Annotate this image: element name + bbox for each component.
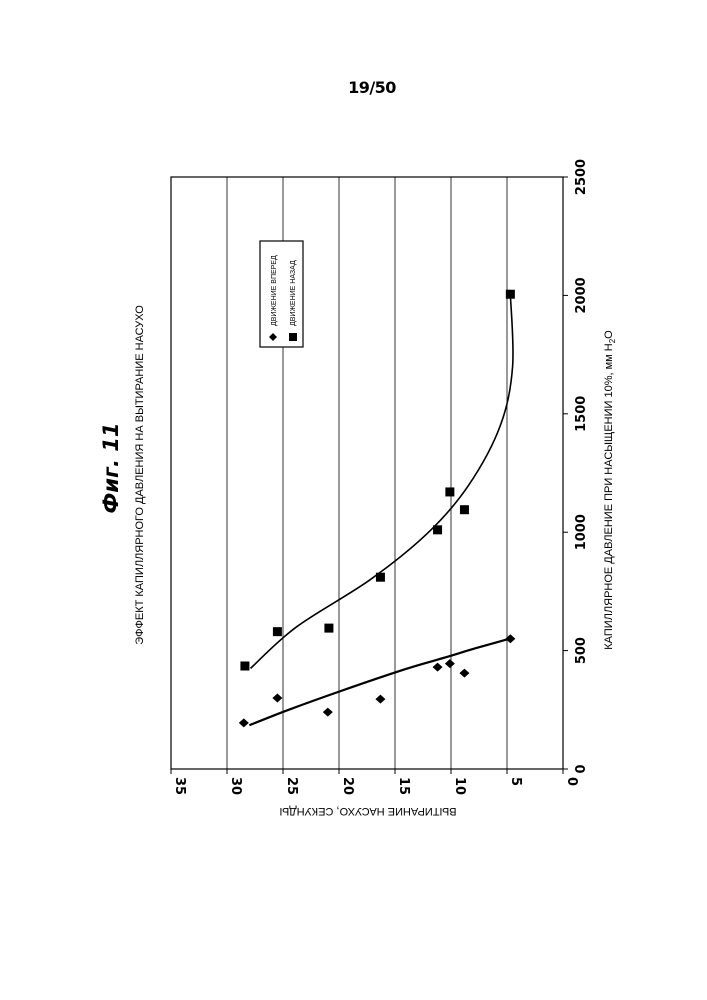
legend-label-backward: ДВИЖЕНИЕ НАЗАД [290, 260, 297, 326]
x-tick-label-0: 0 [574, 764, 589, 773]
y-tick-label-15: 15 [396, 777, 411, 795]
x-axis-label: КАПИЛЛЯРНОЕ ДАВЛЕНИЕ ПРИ НАСЫЩЕНИИ 10%, … [603, 330, 617, 650]
x-tick-label-1500: 1500 [574, 396, 589, 432]
trend-line-series-1 [251, 294, 514, 668]
x-tick-label-2500: 2500 [574, 159, 589, 195]
y-tick-label-10: 10 [452, 777, 467, 795]
data-point-diamond-0 [239, 718, 249, 727]
x-axis-label-tail: O [603, 330, 615, 339]
trend-lines [249, 294, 513, 725]
legend-square-marker [289, 333, 297, 341]
y-tick-label-25: 25 [284, 777, 299, 795]
data-point-square-2 [324, 624, 333, 633]
data-point-diamond-2 [323, 708, 333, 717]
y-tick-label-5: 5 [508, 777, 523, 786]
x-tick-label-1000: 1000 [574, 514, 589, 550]
y-tick-label-35: 35 [172, 777, 187, 795]
y-tick-label-0: 0 [564, 777, 579, 786]
y-axis-label: ВЫТИРАНИЕ НАСУХО, СЕКУНДЫ [279, 805, 456, 817]
trend-line-series-0 [249, 639, 509, 725]
data-point-diamond-6 [459, 669, 469, 678]
data-point-square-3 [376, 573, 385, 582]
data-point-square-0 [240, 661, 249, 670]
data-point-square-6 [460, 505, 469, 514]
x-tick-label-2000: 2000 [574, 277, 589, 313]
data-point-square-4 [433, 525, 442, 534]
figure-label: Фиг. 11 [99, 422, 123, 513]
data-point-square-5 [445, 487, 454, 496]
data-point-square-7 [506, 290, 515, 299]
data-point-diamond-3 [375, 695, 385, 704]
data-points [239, 290, 516, 728]
data-point-diamond-1 [272, 693, 282, 702]
plot-frame [171, 177, 563, 769]
legend-label-forward: ДВИЖЕНИЕ ВПЕРЕД [271, 255, 278, 326]
y-tick-label-20: 20 [340, 777, 355, 795]
data-point-square-1 [273, 627, 282, 636]
chart-title: ЭФФЕКТ КАПИЛЛЯРНОГО ДАВЛЕНИЯ НА ВЫТИРАНИ… [134, 305, 146, 645]
x-tick-label-500: 500 [574, 637, 589, 664]
y-tick-label-30: 30 [228, 777, 243, 795]
data-point-diamond-5 [445, 659, 455, 668]
legend: ДВИЖЕНИЕ ВПЕРЕД ДВИЖЕНИЕ НАЗАД [260, 241, 303, 347]
x-axis-label-main: КАПИЛЛЯРНОЕ ДАВЛЕНИЕ ПРИ НАСЫЩЕНИИ 10%, … [603, 343, 615, 650]
data-point-diamond-4 [433, 663, 443, 672]
